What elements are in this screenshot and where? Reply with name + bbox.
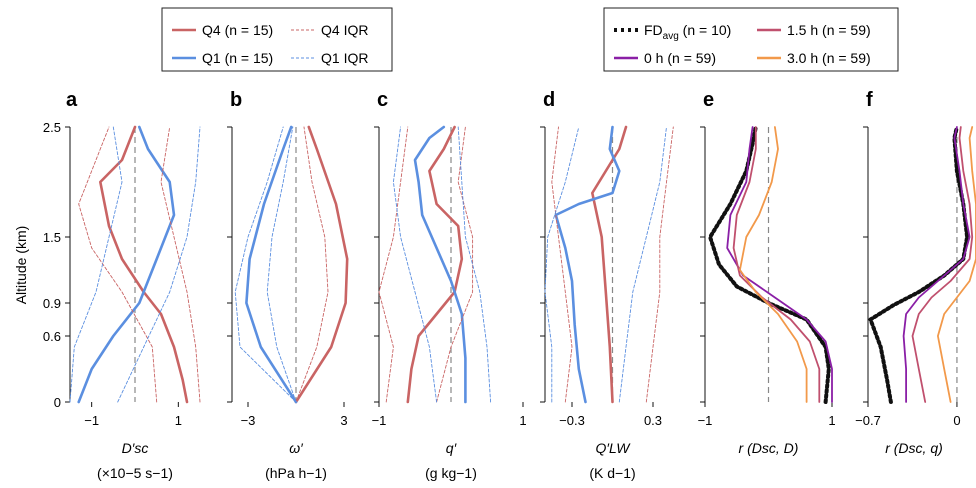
y-tick-label: 0 xyxy=(54,395,61,410)
series-line-q4iqr xyxy=(436,126,474,403)
panel-letter-c: c xyxy=(377,89,388,111)
x-tick-label: 0 xyxy=(953,413,960,428)
series-line-q1iqr xyxy=(392,126,438,403)
series-line-q4iqr xyxy=(551,126,573,403)
series-line-q1 xyxy=(77,125,176,404)
x-axis-unit: (×10−5 s−1) xyxy=(97,465,173,481)
panel-letter-e: e xyxy=(703,89,714,111)
series-line-q4iqr xyxy=(78,126,158,403)
panel-letter-d: d xyxy=(543,89,555,111)
y-tick-label: 0.6 xyxy=(43,329,61,344)
x-axis-unit: (hPa h−1) xyxy=(265,465,327,481)
x-axis-label: ω′ xyxy=(289,440,304,456)
x-tick-label: −1 xyxy=(372,413,387,428)
x-tick-label: 1 xyxy=(828,413,835,428)
series-line-q1iqr xyxy=(266,126,297,403)
series-line-fd xyxy=(868,125,970,404)
series-line-h15 xyxy=(732,126,821,403)
legend-label-h0: 0 h (n = 59) xyxy=(644,50,716,66)
x-axis-unit: (K d−1) xyxy=(589,465,635,481)
legend-label-h15: 1.5 h (n = 59) xyxy=(787,22,871,38)
series-line-q4iqr xyxy=(378,126,409,403)
series-line-q4iqr xyxy=(645,126,674,403)
x-axis-label: Q′LW xyxy=(596,440,632,456)
x-tick-label: −1 xyxy=(698,413,713,428)
legend-label-q4: Q4 (n = 15) xyxy=(202,22,273,38)
panel-a: a 0 0.6 0.9 1.5 2.5 −1 1 D′sc (×10−5 s−1) xyxy=(43,89,201,481)
panel-letter-b: b xyxy=(230,89,242,111)
panel-c: c −1 1 q′ (g kg−1) xyxy=(372,89,527,481)
panel-d: d −0.3 0.3 Q′LW (K d−1) xyxy=(540,89,674,481)
y-tick-label: 1.5 xyxy=(43,230,61,245)
legend-label-h30: 3.0 h (n = 59) xyxy=(787,50,871,66)
series-line-q4iqr xyxy=(160,126,201,403)
series-line-q1iqr xyxy=(457,126,492,403)
series-line-q1iqr xyxy=(618,126,667,403)
series-line-q4 xyxy=(591,125,628,404)
series-line-q1iqr xyxy=(234,126,297,403)
panel-f: f −0.7 0 r (Dsc, q) xyxy=(855,89,976,456)
series-line-h15 xyxy=(911,126,974,403)
series-line-fd xyxy=(708,125,831,404)
panels: a 0 0.6 0.9 1.5 2.5 −1 1 D′sc (×10−5 s−1) b −3 3 ω′ (h… xyxy=(43,89,976,481)
x-tick-label: −0.7 xyxy=(855,413,881,428)
legend-label-q1iqr: Q1 IQR xyxy=(321,50,368,66)
y-tick-label: 2.5 xyxy=(43,120,61,135)
panel-b: b −3 3 ω′ (hPa h−1) xyxy=(227,89,349,481)
x-axis-label: D′sc xyxy=(122,440,149,456)
x-tick-label: 1 xyxy=(175,413,182,428)
x-axis-label: q′ xyxy=(446,440,458,456)
legend-lags: FDavg (n = 10) 1.5 h (n = 59)0 h (n = 59)… xyxy=(603,7,899,72)
x-tick-label: −0.3 xyxy=(559,413,585,428)
panel-letter-f: f xyxy=(866,89,873,111)
y-axis-label: Altitude (km) xyxy=(13,226,29,305)
panel-e: e −1 1 r (Dsc, D) xyxy=(698,89,836,456)
x-tick-label: −3 xyxy=(241,413,256,428)
y-tick-label: 0.9 xyxy=(43,296,61,311)
series-line-q1iqr xyxy=(69,126,123,403)
series-line-q1iqr xyxy=(544,126,580,403)
series-line-q4iqr xyxy=(295,126,329,403)
legend-label-q1: Q1 (n = 15) xyxy=(202,50,273,66)
series-line-q4 xyxy=(294,125,349,404)
x-tick-label: 0.3 xyxy=(644,413,662,428)
x-axis-unit: (g kg−1) xyxy=(425,465,477,481)
x-axis-label: r (Dsc, D) xyxy=(739,440,799,456)
legend-frame xyxy=(603,7,899,72)
series-line-q4 xyxy=(406,125,464,404)
x-tick-label: 1 xyxy=(519,413,526,428)
legend-frame xyxy=(161,7,393,72)
series-line-h0 xyxy=(902,126,971,403)
series-line-q1 xyxy=(245,125,298,404)
series-line-q1 xyxy=(413,125,467,404)
series-line-q4 xyxy=(99,125,189,404)
series-line-q1iqr xyxy=(117,126,201,403)
series-line-h30 xyxy=(739,126,808,403)
series-line-h30 xyxy=(937,126,976,403)
legend-quartiles: Q4 (n = 15) Q1 (n = 15) Q4 IQR Q1 IQR xyxy=(161,7,393,72)
x-axis-label: r (Dsc, q) xyxy=(885,440,943,456)
legend-label-q4iqr: Q4 IQR xyxy=(321,22,368,38)
x-tick-label: 3 xyxy=(340,413,347,428)
x-tick-label: −1 xyxy=(84,413,99,428)
panel-letter-a: a xyxy=(66,89,78,111)
